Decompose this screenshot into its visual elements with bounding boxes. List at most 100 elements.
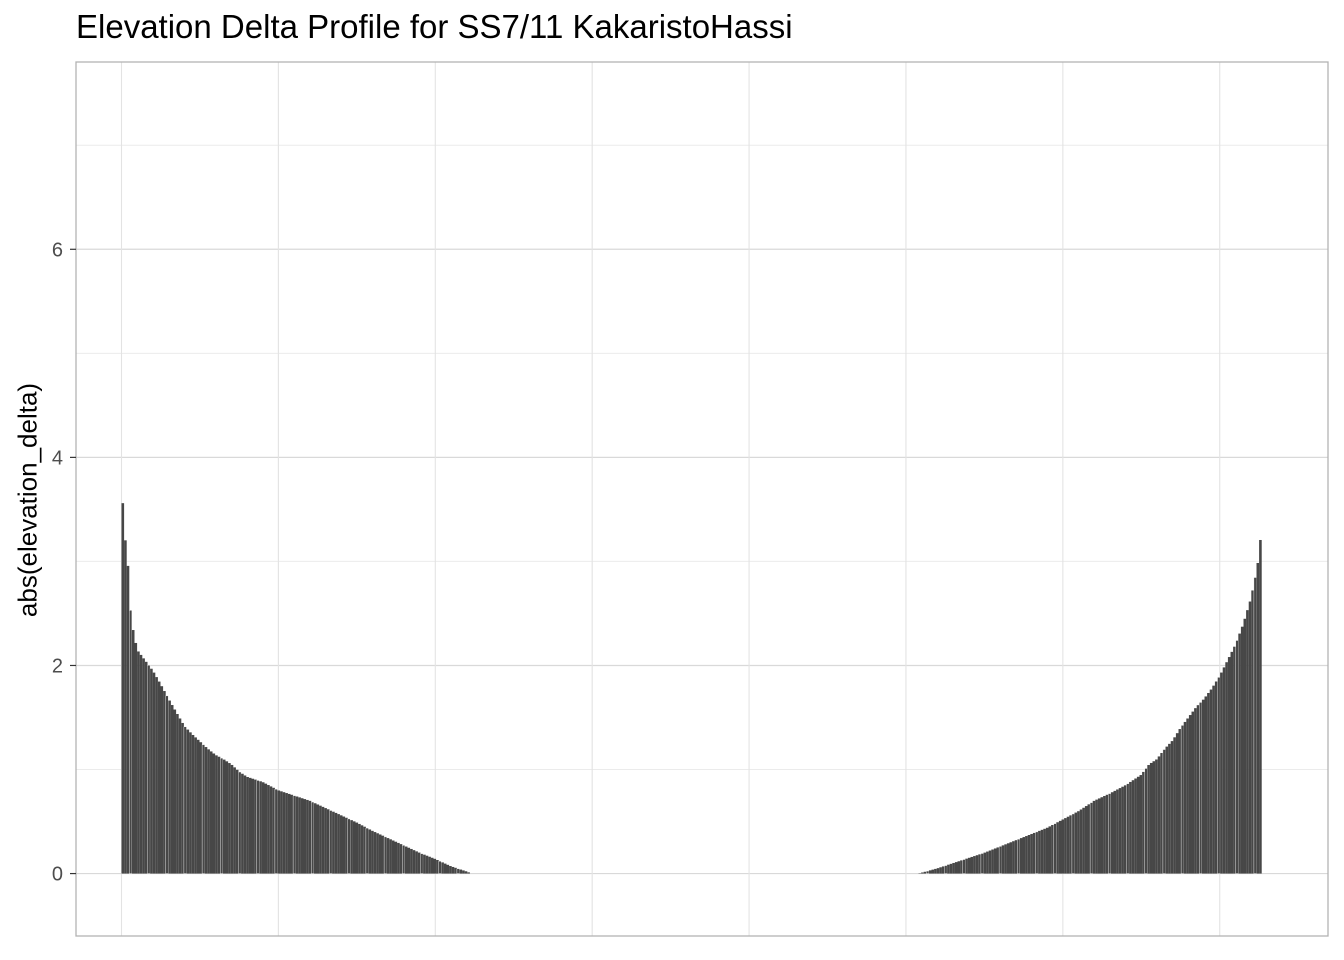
bar-left <box>342 816 346 874</box>
bar-right <box>1025 836 1028 874</box>
bar-right <box>1194 708 1197 874</box>
bar-right <box>957 861 961 874</box>
bar-left <box>248 777 252 874</box>
bar-left <box>365 827 369 874</box>
bar-right <box>1248 601 1252 874</box>
bar-left <box>191 734 195 874</box>
bar-left <box>402 845 406 874</box>
bar-right <box>1038 830 1041 874</box>
bar-left <box>256 780 260 874</box>
bar-left <box>399 844 403 874</box>
bar-left <box>386 838 390 874</box>
bar-right <box>1246 610 1249 874</box>
bar-left <box>243 775 247 874</box>
bar-left <box>131 630 135 874</box>
bar-right <box>1097 798 1101 874</box>
bar-right <box>1103 796 1106 874</box>
bar-left <box>298 797 301 874</box>
bar-right <box>1199 702 1203 874</box>
bar-right <box>1129 781 1132 874</box>
bar-left <box>178 718 182 874</box>
bar-right <box>936 868 940 874</box>
bar-right <box>965 858 968 874</box>
bar-right <box>1045 827 1049 874</box>
bar-right <box>1173 737 1176 874</box>
bar-right <box>1149 762 1153 874</box>
bar-right <box>1001 845 1005 874</box>
bar-right <box>934 868 937 874</box>
bar-left <box>269 786 273 874</box>
bar-left <box>319 805 322 874</box>
bar-left <box>454 867 457 874</box>
bar-left <box>415 851 418 874</box>
bar-left <box>412 850 416 874</box>
bar-left <box>233 767 236 874</box>
bar-left <box>267 785 270 874</box>
bar-right <box>921 872 924 874</box>
bar-left <box>462 870 465 874</box>
bar-right <box>1217 677 1221 874</box>
bar-right <box>975 855 979 874</box>
bar-left <box>433 858 437 874</box>
bar-left <box>383 836 387 874</box>
bar-left <box>280 791 283 874</box>
bar-left <box>410 848 413 874</box>
bar-right <box>928 870 932 874</box>
bar-left <box>251 778 255 874</box>
bar-right <box>1243 618 1247 874</box>
bar-right <box>1077 811 1080 874</box>
bar-left <box>121 503 125 874</box>
bar-left <box>157 681 161 874</box>
bar-left <box>150 668 153 874</box>
bar-right <box>1204 696 1208 874</box>
bar-right <box>967 857 971 874</box>
bar-right <box>1251 590 1254 874</box>
bar-right <box>1061 819 1065 874</box>
bar-right <box>1043 828 1046 874</box>
bar-left <box>449 866 452 874</box>
bar-left <box>371 830 374 874</box>
bar-left <box>282 792 286 874</box>
bar-left <box>368 829 372 874</box>
bar-left <box>378 834 382 874</box>
bar-left <box>423 854 426 874</box>
chart-title: Elevation Delta Profile for SS7/11 Kakar… <box>76 8 793 45</box>
bar-right <box>923 871 927 874</box>
bar-left <box>225 761 229 874</box>
bar-right <box>1227 657 1231 874</box>
bar-left <box>287 793 291 874</box>
bar-left <box>241 773 244 874</box>
y-tick-label: 0 <box>52 864 63 886</box>
bar-left <box>215 755 218 874</box>
bar-right <box>1196 705 1200 874</box>
bar-left <box>238 771 242 874</box>
bar-right <box>1134 778 1137 874</box>
minor-grid <box>76 144 1328 771</box>
bar-left <box>300 798 304 874</box>
bar-right <box>1152 761 1156 874</box>
bar-left <box>355 822 359 874</box>
bar-left <box>350 820 353 874</box>
bar-right <box>1089 802 1093 874</box>
bar-right <box>1030 833 1033 874</box>
bar-right <box>1110 792 1114 874</box>
bar-right <box>1058 820 1062 874</box>
bar-right <box>1056 822 1059 874</box>
bar-left <box>129 610 133 874</box>
bar-right <box>1253 577 1257 874</box>
bar-right <box>1136 776 1140 874</box>
bar-left <box>407 847 411 874</box>
bar-right <box>1201 699 1205 874</box>
bar-left <box>339 815 343 874</box>
bar-right <box>1233 646 1236 874</box>
bar-left <box>430 857 434 874</box>
bar-right <box>998 846 1002 874</box>
bar-left <box>436 859 439 874</box>
bar-left <box>306 799 309 874</box>
bar-left <box>222 759 226 874</box>
bar-left <box>246 777 249 874</box>
bar-right <box>1105 794 1109 874</box>
bar-right <box>983 852 987 874</box>
bar-left <box>144 661 148 874</box>
bar-right <box>1240 626 1244 874</box>
